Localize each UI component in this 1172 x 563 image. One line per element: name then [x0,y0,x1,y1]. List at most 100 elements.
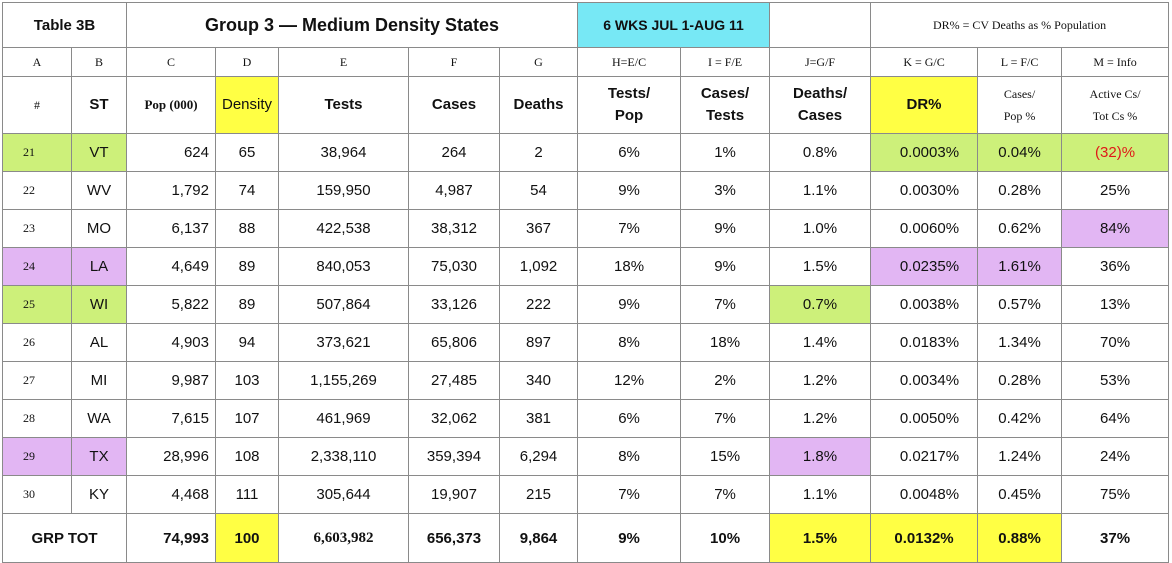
row-num: 24 [2,247,72,286]
cell-cases: 19,907 [408,475,500,514]
row-num: 25 [2,285,72,324]
total-tests-pop: 9% [577,513,682,563]
cell-tests: 840,053 [278,247,409,286]
cell-deaths-cases: 1.4% [769,323,872,362]
cell-cases-pop: 1.61% [977,247,1063,286]
cell-active: 36% [1061,247,1170,286]
cell-deaths-cases: 1.0% [769,209,872,248]
cell-pop: 7,615 [126,399,216,438]
header-dr: DR% [870,76,979,134]
cell-tests-pop: 8% [577,323,682,362]
total-tests: 6,603,982 [278,513,409,563]
cell-tests: 373,621 [278,323,409,362]
cell-tests: 38,964 [278,133,409,172]
header-cases-tests: Cases/Tests [680,76,771,134]
row-state: KY [71,475,127,514]
cell-pop: 5,822 [126,285,216,324]
cell-pop: 28,996 [126,437,216,476]
cell-cases-pop: 0.57% [977,285,1063,324]
col-letter: F [408,47,500,77]
col-letter: K = G/C [870,47,979,77]
cell-tests-pop: 7% [577,475,682,514]
header-line: Deaths/ [792,85,848,102]
header-active: Active Cs/Tot Cs % [1061,76,1170,134]
cell-cases-tests: 18% [680,323,771,362]
cell-dr: 0.0235% [870,247,979,286]
cell-deaths: 6,294 [498,437,579,476]
cell-density: 88 [215,209,279,248]
cell-pop: 4,903 [126,323,216,362]
row-num: 27 [2,361,72,400]
cell-tests-pop: 8% [577,437,682,476]
header-tests: Tests [278,76,409,134]
cell-deaths-cases: 1.5% [769,247,872,286]
cell-deaths: 367 [498,209,579,248]
cell-active: 64% [1061,399,1170,438]
cell-deaths: 2 [498,133,579,172]
cell-cases: 75,030 [408,247,500,286]
cell-cases: 33,126 [408,285,500,324]
table-id: Table 3B [2,2,127,48]
row-state: WV [71,171,127,210]
cell-deaths: 897 [498,323,579,362]
cell-pop: 1,792 [126,171,216,210]
cell-active: 70% [1061,323,1170,362]
row-state: WI [71,285,127,324]
row-num: 28 [2,399,72,438]
cell-deaths-cases: 1.1% [769,171,872,210]
cell-active: (32)% [1061,133,1170,172]
row-state: MO [71,209,127,248]
cell-cases-pop: 0.45% [977,475,1063,514]
header-st: ST [71,76,127,134]
column-letter-row: A B C D E F G H=E/C I = F/E J=G/F K = G/… [2,47,1170,77]
cell-cases: 264 [408,133,500,172]
cell-cases-tests: 2% [680,361,771,400]
header-cases: Cases [408,76,500,134]
cell-cases-tests: 9% [680,247,771,286]
total-density: 100 [215,513,279,563]
total-dr: 0.0132% [870,513,979,563]
cell-dr: 0.0003% [870,133,979,172]
cell-active: 53% [1061,361,1170,400]
cell-density: 94 [215,323,279,362]
cell-dr: 0.0030% [870,171,979,210]
col-letter: A [2,47,72,77]
total-cases-tests: 10% [680,513,771,563]
cell-deaths-cases: 1.2% [769,361,872,400]
header-pop: Pop (000) [126,76,216,134]
cell-pop: 4,649 [126,247,216,286]
cell-cases-tests: 15% [680,437,771,476]
total-deaths: 9,864 [498,513,579,563]
cell-tests-pop: 9% [577,285,682,324]
cell-cases-tests: 7% [680,475,771,514]
row-state: TX [71,437,127,476]
table-row: 21 VT 624 65 38,964 264 2 6% 1% 0.8% 0.0… [2,133,1170,172]
total-cases-pop: 0.88% [977,513,1063,563]
cell-dr: 0.0048% [870,475,979,514]
cell-pop: 6,137 [126,209,216,248]
cell-active: 24% [1061,437,1170,476]
cell-density: 103 [215,361,279,400]
header-num: # [2,76,72,134]
cell-cases-tests: 3% [680,171,771,210]
cell-deaths: 54 [498,171,579,210]
cell-cases: 359,394 [408,437,500,476]
header-cases-pop: Cases/Pop % [977,76,1063,134]
cell-cases-pop: 0.04% [977,133,1063,172]
cell-deaths-cases: 1.8% [769,437,872,476]
cell-active: 84% [1061,209,1170,248]
cell-density: 65 [215,133,279,172]
col-letter: I = F/E [680,47,771,77]
row-num: 23 [2,209,72,248]
cell-active: 13% [1061,285,1170,324]
table-row: 30 KY 4,468 111 305,644 19,907 215 7% 7%… [2,475,1170,514]
cell-cases: 38,312 [408,209,500,248]
col-letter: E [278,47,409,77]
header-line: Cases/ [1003,87,1036,101]
header-density: Density [215,76,279,134]
row-num: 29 [2,437,72,476]
cell-deaths: 215 [498,475,579,514]
header-line: Tests [705,107,745,124]
cell-dr: 0.0217% [870,437,979,476]
cell-deaths-cases: 0.7% [769,285,872,324]
